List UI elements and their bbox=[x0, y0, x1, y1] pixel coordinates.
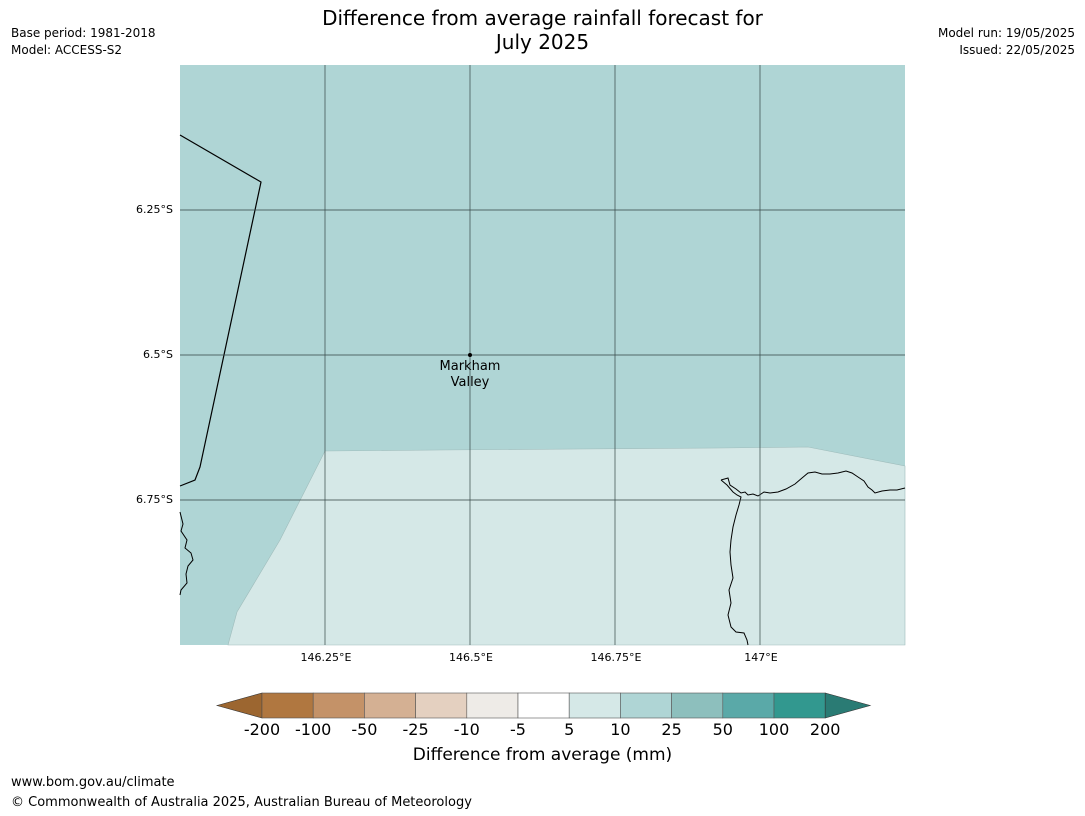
east-coastline bbox=[720, 470, 906, 497]
footer-url[interactable]: www.bom.gov.au/climate bbox=[11, 775, 175, 790]
title-line-1: Difference from average rainfall forecas… bbox=[322, 6, 763, 30]
lon-label-147: 147°E bbox=[744, 651, 778, 664]
lat-label-6-5: 6.5°S bbox=[143, 348, 173, 361]
colorbar-tick-label: -200 bbox=[243, 720, 281, 739]
title-line-2: July 2025 bbox=[495, 30, 590, 54]
colorbar-tick-label: 200 bbox=[809, 720, 841, 739]
colorbar-label: Difference from average (mm) bbox=[412, 745, 673, 765]
colorbar-swatch bbox=[312, 692, 365, 719]
chart-title: Difference from average rainfall forecas… bbox=[0, 6, 1085, 54]
lat-label-6-75: 6.75°S bbox=[136, 493, 173, 506]
model-run: Model run: 19/05/2025 bbox=[937, 26, 1075, 40]
colorbar-swatch bbox=[620, 692, 672, 719]
colorbar-swatch bbox=[722, 692, 775, 719]
river-line bbox=[720, 479, 749, 646]
colorbar-tick-label: -25 bbox=[402, 720, 429, 739]
base-period: Base period: 1981-2018 bbox=[11, 26, 156, 40]
header-left-info: Base period: 1981-2018 Model: ACCESS-S2 bbox=[11, 25, 156, 59]
footer-copyright: © Commonwealth of Australia 2025, Austra… bbox=[11, 795, 472, 810]
header-right-info: Model run: 19/05/2025 Issued: 22/05/2025 bbox=[938, 25, 1075, 59]
issued-date: Issued: 22/05/2025 bbox=[959, 43, 1075, 57]
colorbar-tick-label: -5 bbox=[510, 720, 526, 739]
colorbar-extend-high bbox=[824, 692, 872, 719]
colorbar bbox=[215, 692, 872, 719]
model-name: Model: ACCESS-S2 bbox=[11, 43, 123, 57]
colorbar-swatch bbox=[517, 692, 570, 719]
border-line bbox=[179, 134, 262, 487]
colorbar-swatch bbox=[261, 692, 314, 719]
lat-label-6-25: 6.25°S bbox=[136, 203, 173, 216]
place-label-line-2: Valley bbox=[450, 375, 490, 390]
colorbar-tick-label: 50 bbox=[712, 720, 733, 739]
place-marker bbox=[468, 353, 472, 357]
colorbar-tick-label: 100 bbox=[758, 720, 790, 739]
lon-label-146-25: 146.25°E bbox=[300, 651, 352, 664]
colorbar-swatch bbox=[671, 692, 724, 719]
place-label-line-1: Markham bbox=[439, 359, 501, 374]
west-coastline bbox=[179, 511, 194, 596]
colorbar-swatch bbox=[568, 692, 621, 719]
colorbar-tick-label: -10 bbox=[453, 720, 480, 739]
colorbar-extend-low bbox=[215, 692, 263, 719]
lon-label-146-5: 146.5°E bbox=[449, 651, 493, 664]
colorbar-tick-label: -50 bbox=[351, 720, 378, 739]
place-label: Markham Valley bbox=[410, 359, 530, 391]
colorbar-tick-label: 10 bbox=[610, 720, 631, 739]
colorbar-swatch bbox=[415, 692, 468, 719]
colorbar-swatch bbox=[773, 692, 826, 719]
colorbar-tick-label: -100 bbox=[295, 720, 332, 739]
lon-label-146-75: 146.75°E bbox=[590, 651, 642, 664]
colorbar-swatch bbox=[364, 692, 416, 719]
colorbar-tick-label: 25 bbox=[661, 720, 682, 739]
colorbar-tick-label: 5 bbox=[564, 720, 575, 739]
map-south-region bbox=[227, 446, 906, 646]
colorbar-swatch bbox=[466, 692, 519, 719]
